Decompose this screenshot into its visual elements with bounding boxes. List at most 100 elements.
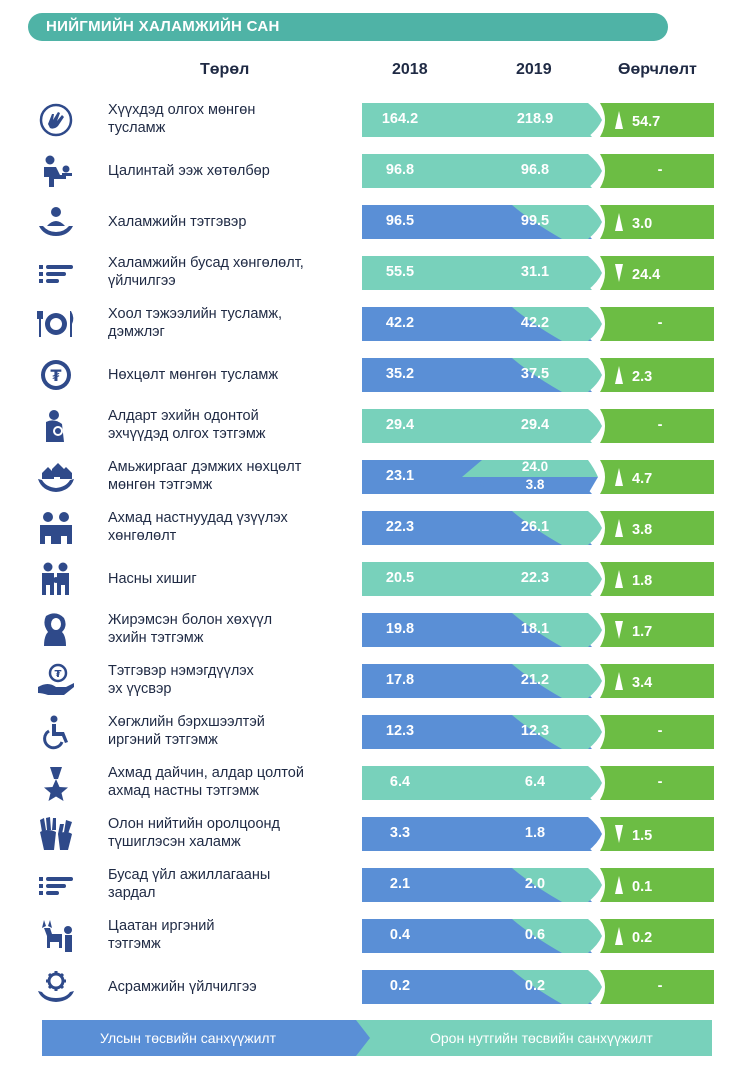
header-type: Төрөл	[200, 61, 250, 78]
change-value: 54.7	[632, 114, 661, 130]
row-label-line: Олон нийтийн оролцоонд	[108, 816, 280, 832]
value-2019-local: 24.0	[521, 459, 549, 474]
mother-baby-icon	[44, 155, 72, 187]
list-lines-icon	[39, 265, 73, 283]
row-label-line: үйлчилгээ	[108, 273, 176, 289]
change-value: -	[657, 315, 663, 331]
value-2019: 99.5	[520, 213, 550, 229]
arrow-up-icon	[612, 468, 626, 486]
arrow-up-icon	[612, 672, 626, 690]
row-label-line: эх үүсвэр	[108, 681, 172, 697]
value-2018: 96.5	[385, 213, 415, 229]
row-label-line: эхчүүдэд олгох тэтгэмж	[108, 426, 266, 442]
change-cell: 4.7	[612, 468, 712, 487]
value-2018: 0.4	[389, 927, 411, 943]
row-label: Жирэмсэн болон хөхүүл эхийн тэтгэмж	[108, 611, 272, 647]
table-row: Насны хишиг 20.5 22.3 1.8	[0, 555, 753, 603]
table-row: Хүүхдэд олгох мөнгөн тусламж 164.2 218.9 54.…	[0, 96, 753, 144]
table-row: Халамжийн бусад хөнгөлөлт, үйлчилгээ 55.5 3…	[0, 249, 753, 297]
bar-2019	[512, 307, 602, 341]
row-label: Цаатан иргэний тэтгэмж	[108, 917, 215, 953]
row-label: Амьжиргааг дэмжих нөхцөлт мөнгөн тэтгэмж	[108, 458, 301, 494]
bar-2019-state	[472, 477, 598, 494]
row-bars	[362, 154, 714, 188]
row-label-line: дэмжлэг	[108, 324, 165, 340]
header-change: Өөрчлөлт	[618, 61, 697, 78]
change-value: -	[657, 162, 663, 178]
row-bars	[362, 409, 714, 443]
arrow-down-icon	[612, 264, 626, 282]
plate-cutlery-icon	[37, 311, 74, 337]
change-value: 3.4	[632, 675, 653, 691]
table-row: Бусад үйл ажиллагааны зардал 2.1 2.0 0.1	[0, 861, 753, 909]
value-2018: 42.2	[385, 315, 415, 331]
row-bars	[362, 664, 714, 698]
table-row: ₮ Тэтгэвэр нэмэгдүүлэх эх үүсвэр 17.8 21.2 3.…	[0, 657, 753, 705]
value-2019: 96.8	[520, 162, 550, 178]
bar-2019	[512, 766, 602, 800]
value-2019: 31.1	[520, 264, 550, 280]
value-2018: 2.1	[389, 876, 411, 892]
arrow-down-icon	[612, 621, 626, 639]
change-cell: 1.7	[612, 621, 712, 640]
row-bars	[362, 868, 714, 902]
arrow-down-icon	[612, 825, 626, 843]
table-row: Амьжиргааг дэмжих нөхцөлт мөнгөн тэтгэмж 2…	[0, 453, 753, 501]
table-row: Хөгжлийн бэрхшээлтэй иргэний тэтгэмж 12.3 1…	[0, 708, 753, 756]
bar-change	[600, 919, 714, 953]
bar-2019	[512, 817, 602, 851]
change-value: 2.3	[632, 369, 653, 385]
table-row: Халамжийн тэтгэвэр 96.5 99.5 3.0	[0, 198, 753, 246]
row-label-line: Хөгжлийн бэрхшээлтэй	[108, 714, 265, 730]
bar-change	[600, 307, 714, 341]
change-cell: 1.8	[612, 570, 712, 589]
value-2018: 20.5	[385, 570, 415, 586]
value-2018: 22.3	[385, 519, 415, 535]
value-2018: 19.8	[385, 621, 415, 637]
value-2018: 6.4	[389, 774, 411, 790]
arrow-up-icon	[612, 570, 626, 588]
arrow-up-icon	[612, 111, 626, 129]
change-value: 3.8	[632, 522, 653, 538]
row-label: Ахмад настнуудад үзүүлэх хөнгөлөлт	[108, 509, 288, 545]
value-2018: 29.4	[385, 417, 415, 433]
svg-text:₮: ₮	[55, 669, 62, 680]
row-label-line: Амьжиргааг дэмжих нөхцөлт	[108, 459, 302, 475]
value-2019: 0.6	[524, 927, 546, 943]
row-label: Бусад үйл ажиллагааны зардал	[108, 866, 270, 902]
table-row: Олон нийтийн оролцоонд түшиглэсэн халамж 3…	[0, 810, 753, 858]
row-label-line: тусламж	[108, 120, 166, 136]
value-2019: 0.2	[524, 978, 546, 994]
change-value: -	[657, 723, 663, 739]
row-label-line: Ахмад дайчин, алдар цолтой	[108, 765, 304, 781]
value-2019: 2.0	[524, 876, 546, 892]
bar-2019	[512, 970, 602, 1004]
bar-2019	[512, 103, 602, 137]
bar-change	[600, 460, 714, 494]
table-row: Хоол тэжээлийн тусламж, дэмжлэг 42.2 42.2 -	[0, 300, 753, 348]
family-icon	[42, 562, 69, 595]
value-2019-state: 3.8	[525, 477, 545, 492]
arrow-up-icon	[612, 519, 626, 537]
bar-2019-local	[462, 460, 598, 477]
value-2018: 17.8	[385, 672, 415, 688]
bar-change	[600, 868, 714, 902]
change-cell: 54.7	[612, 111, 712, 130]
legend-state-bar	[42, 1020, 372, 1056]
bar-change	[600, 970, 714, 1004]
legend-local-bar	[356, 1020, 712, 1056]
value-2018: 3.3	[389, 825, 411, 841]
value-2019: 1.8	[524, 825, 546, 841]
change-value: 0.2	[632, 930, 653, 946]
row-bars	[362, 358, 714, 392]
row-label: Олон нийтийн оролцоонд түшиглэсэн халамж	[108, 815, 280, 851]
change-cell: 0.2	[612, 927, 712, 946]
bar-change	[600, 613, 714, 647]
bar-change	[600, 817, 714, 851]
change-cell: -	[640, 315, 680, 331]
value-2018: 55.5	[385, 264, 415, 280]
change-value: 3.0	[632, 216, 653, 232]
page-title: НИЙГМИЙН ХАЛАМЖИЙН САН	[46, 18, 280, 35]
change-cell: 3.8	[612, 519, 712, 538]
arrow-up-icon	[612, 366, 626, 384]
